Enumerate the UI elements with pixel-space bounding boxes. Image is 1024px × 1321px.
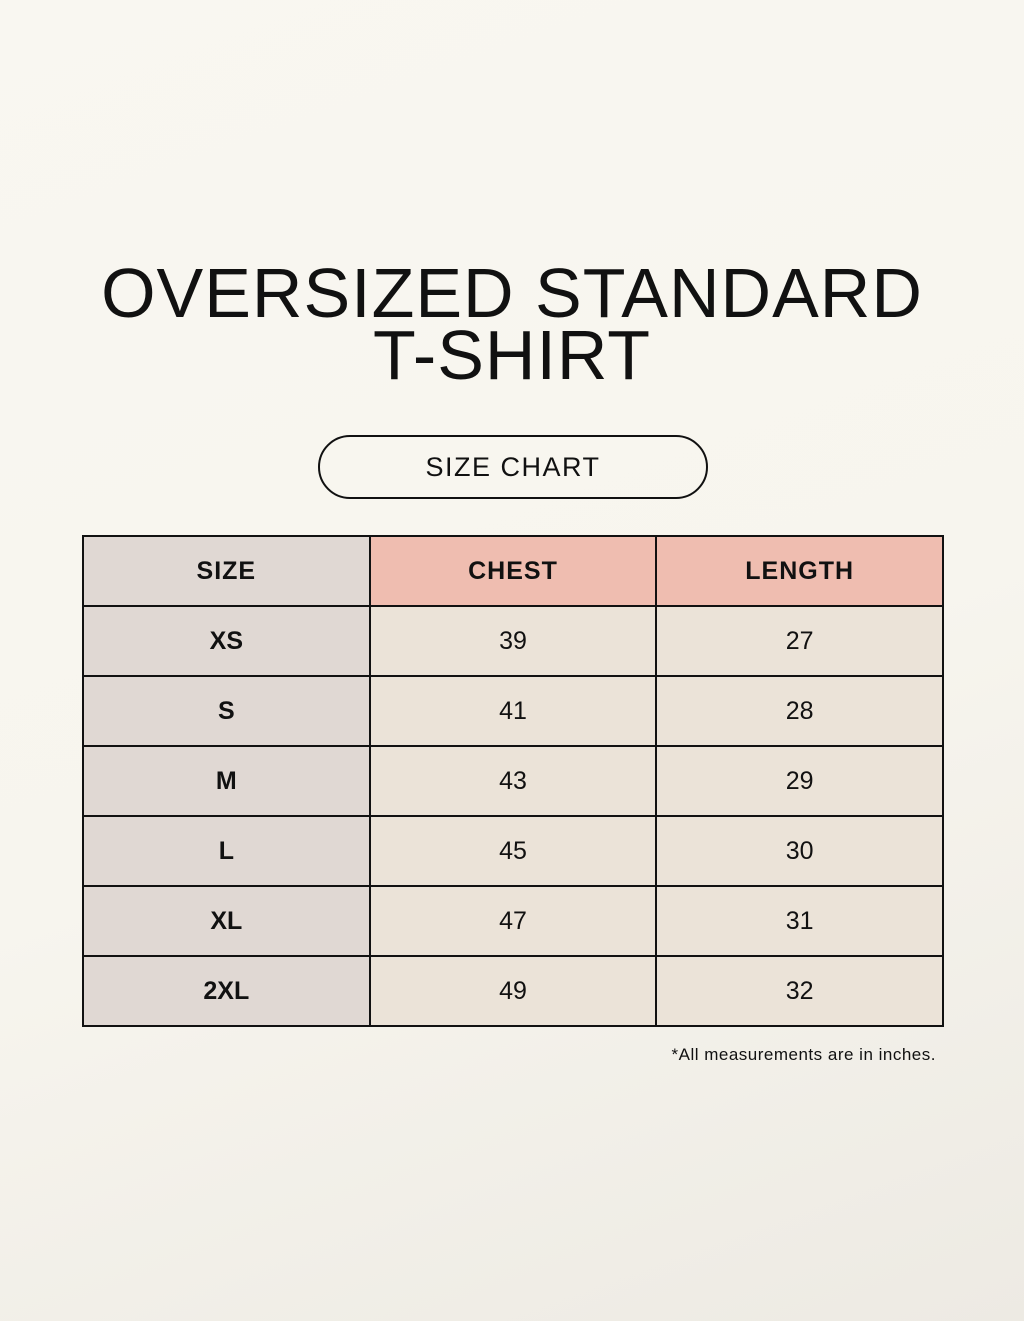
cell-length: 32 — [655, 955, 944, 1027]
measurement-note: *All measurements are in inches. — [671, 1045, 936, 1064]
cell-chest: 43 — [368, 745, 658, 817]
size-chart-badge: SIZE CHART — [318, 435, 708, 499]
cell-size: L — [82, 815, 371, 887]
cell-length: 27 — [655, 605, 944, 677]
cell-length: 30 — [655, 815, 944, 887]
cell-chest: 41 — [368, 675, 658, 747]
page-title: OVERSIZED STANDARD T-SHIRT — [0, 254, 1024, 394]
cell-size: XS — [82, 605, 371, 677]
cell-chest: 49 — [368, 955, 658, 1027]
table-header-row: SIZE CHEST LENGTH — [82, 535, 944, 607]
title-line-1: OVERSIZED STANDARD — [101, 254, 923, 332]
header-chest: CHEST — [368, 535, 658, 607]
cell-length: 29 — [655, 745, 944, 817]
title-line-2: T-SHIRT — [373, 316, 651, 394]
table-row: M 43 29 — [82, 745, 944, 817]
cell-length: 31 — [655, 885, 944, 957]
size-table: SIZE CHEST LENGTH XS 39 27 S 41 28 M 43 29 L 45 30 X… — [82, 535, 944, 1027]
cell-length: 28 — [655, 675, 944, 747]
cell-size: 2XL — [82, 955, 371, 1027]
table-row: L 45 30 — [82, 815, 944, 887]
table-row: XS 39 27 — [82, 605, 944, 677]
cell-size: XL — [82, 885, 371, 957]
header-length: LENGTH — [655, 535, 944, 607]
header-size: SIZE — [82, 535, 371, 607]
cell-chest: 39 — [368, 605, 658, 677]
table-row: XL 47 31 — [82, 885, 944, 957]
cell-size: M — [82, 745, 371, 817]
table-row: 2XL 49 32 — [82, 955, 944, 1027]
table-row: S 41 28 — [82, 675, 944, 747]
cell-chest: 45 — [368, 815, 658, 887]
cell-size: S — [82, 675, 371, 747]
cell-chest: 47 — [368, 885, 658, 957]
